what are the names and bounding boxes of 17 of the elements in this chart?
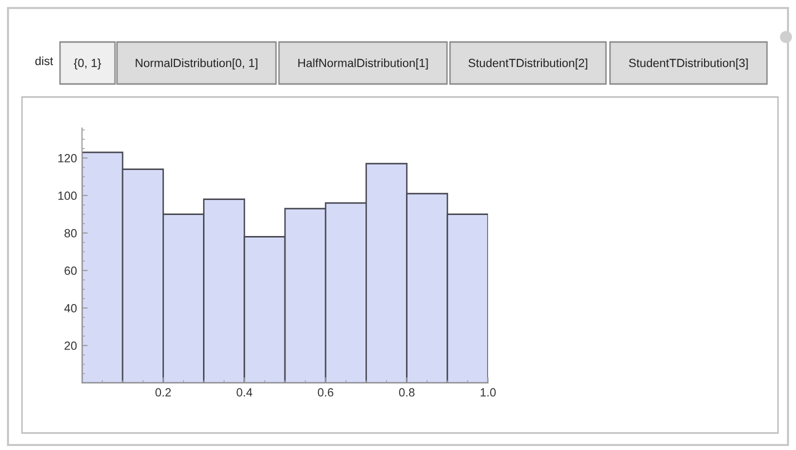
text: HalfNormalDistribution[1] [298,58,428,70]
y-tick-label: 20 [64,342,77,350]
y-tick-label: 60 [64,266,77,275]
x-tick-label: 0.8 [399,388,414,397]
text: NormalDistribution[0, 1] [136,58,258,70]
x-tick-label: 0.6 [318,388,334,397]
y-tick-label: 120 [58,154,77,162]
x-tick-label: 0.2 [155,388,171,397]
text: StudentTDistribution[2] [468,58,588,70]
y-tick-label: 80 [64,229,77,238]
x-tick-label: 1.0 [480,388,496,397]
x-tick-label: 0.4 [236,388,252,397]
text: StudentTDistribution[3] [629,58,748,70]
text: {0, 1} [74,58,102,70]
text: dist [35,56,54,66]
y-tick-label: 100 [58,192,77,200]
y-tick-label: 40 [64,304,77,312]
